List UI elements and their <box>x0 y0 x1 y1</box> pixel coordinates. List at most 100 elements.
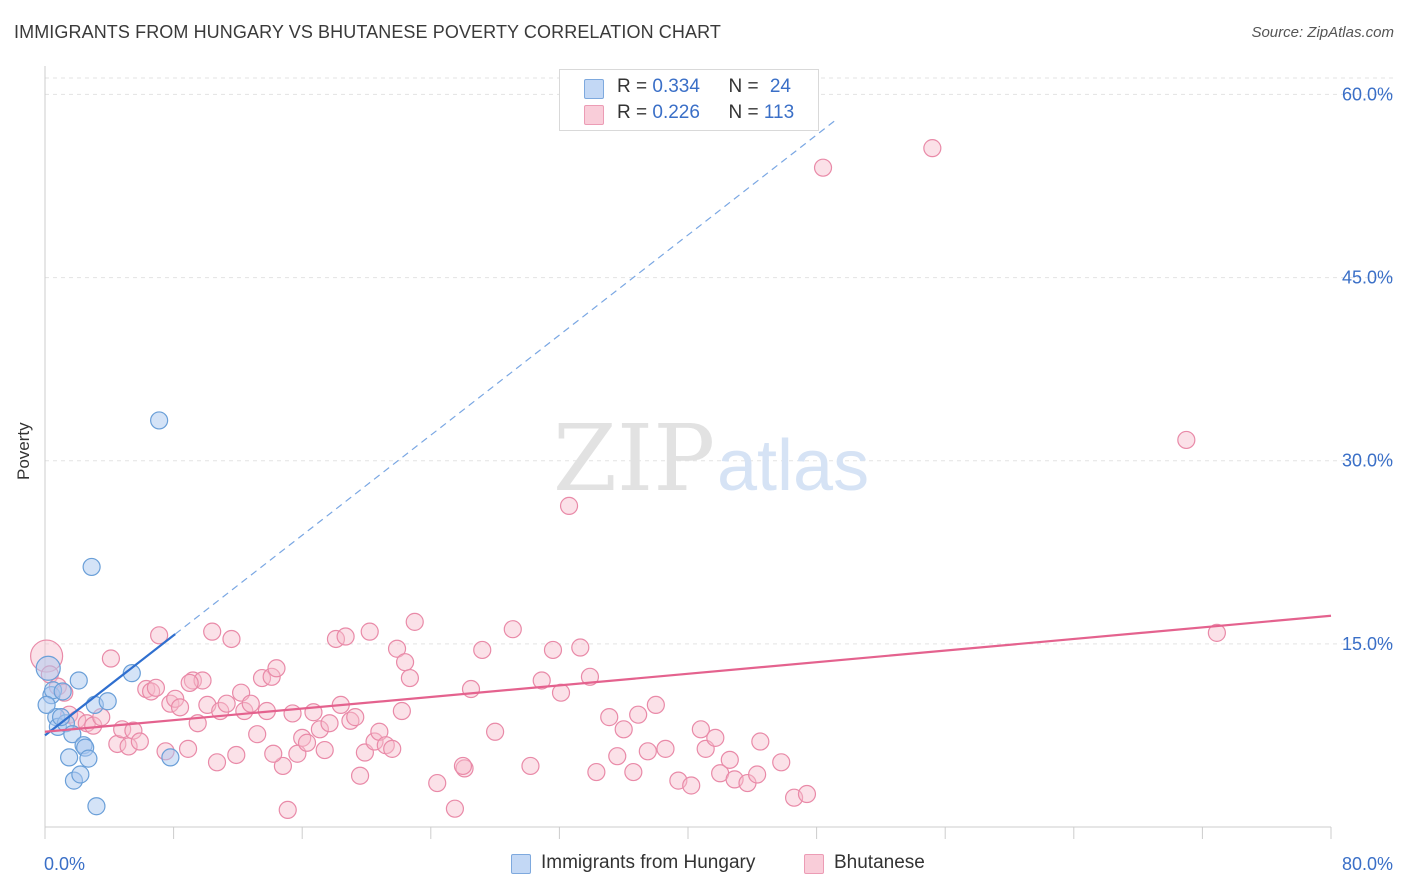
bhutanese-point <box>178 739 198 758</box>
bhutanese-point <box>543 640 563 660</box>
y-tick-label: 15.0% <box>1342 634 1393 654</box>
hungary-point <box>79 749 98 768</box>
bhutanese-point <box>521 756 540 776</box>
legend-n-label: N = <box>728 76 764 97</box>
bhutanese-point <box>486 722 505 741</box>
hungary-trend-extension <box>174 118 838 635</box>
legend-n-value: 113 <box>763 102 795 123</box>
chart-title: IMMIGRANTS FROM HUNGARY VS BHUTANESE POV… <box>14 22 721 42</box>
bhutanese-point <box>400 668 420 688</box>
bhutanese-point <box>624 762 643 782</box>
legend-r-label: R = <box>617 102 653 123</box>
legend-label: Immigrants from Hungary <box>541 852 756 873</box>
y-tick-label: 60.0% <box>1342 84 1393 104</box>
grid-lines <box>45 77 1395 645</box>
bhutanese-point <box>241 694 260 713</box>
bhutanese-point <box>150 626 169 645</box>
bhutanese-point <box>392 701 411 721</box>
bhutanese-point <box>797 784 817 804</box>
legend-r-value: 0.334 <box>652 76 700 97</box>
legend-swatch-blue <box>511 854 531 874</box>
bhutanese-point <box>614 720 633 739</box>
bhutanese-point <box>629 705 648 724</box>
bhutanese-point <box>217 694 236 713</box>
hungary-point <box>87 797 106 816</box>
hungary-point <box>37 695 56 715</box>
series-legend: Immigrants from Hungary Bhutanese <box>0 852 1406 878</box>
bhutanese-point <box>706 728 725 747</box>
y-axis-label: Poverty <box>14 422 33 480</box>
watermark: ZIP atlas <box>553 405 869 512</box>
bhutanese-point <box>273 756 293 776</box>
bhutanese-point <box>227 745 246 765</box>
bhutanese-point <box>813 158 833 177</box>
hungary-point <box>71 765 90 784</box>
bhutanese-point <box>387 639 407 658</box>
bhutanese-point <box>473 640 492 660</box>
y-tick-label: 45.0% <box>1342 268 1393 288</box>
legend-label: Bhutanese <box>834 852 925 873</box>
bhutanese-point <box>137 679 156 699</box>
bhutanese-point <box>124 721 143 740</box>
bhutanese-point <box>383 739 402 758</box>
legend-n-value: 24 <box>769 76 791 97</box>
bhutanese-point <box>638 742 657 761</box>
bhutanese-point <box>503 620 522 639</box>
bhutanese-point <box>315 740 334 760</box>
bhutanese-point <box>278 800 297 820</box>
hungary-point <box>35 655 61 681</box>
bhutanese-point <box>720 750 739 769</box>
bhutanese-point <box>772 753 791 772</box>
bhutanese-point <box>283 704 302 723</box>
bhutanese-point <box>923 139 942 158</box>
bhutanese-point <box>587 762 606 782</box>
y-tick-label: 30.0% <box>1342 451 1393 471</box>
source-label: Source: ZipAtlas.com <box>1251 24 1394 41</box>
tick-labels: 15.0% 30.0% 45.0% 60.0% 0.0% 80.0% <box>44 84 1393 874</box>
legend-swatch-blue <box>584 79 604 99</box>
bhutanese-point <box>101 649 121 668</box>
watermark-zip: ZIP <box>553 405 715 512</box>
x-tick-label: 80.0% <box>1342 854 1393 874</box>
bhutanese-point <box>180 673 199 693</box>
bhutanese-point <box>248 725 267 744</box>
bhutanese-point <box>453 756 473 776</box>
bhutanese-point <box>207 753 227 772</box>
legend-swatch-pink <box>804 854 824 874</box>
bhutanese-point <box>395 653 415 672</box>
bhutanese-point <box>571 638 590 657</box>
bhutanese-point <box>559 496 579 515</box>
bhutanese-point <box>445 799 465 818</box>
hungary-trend-line <box>44 633 176 737</box>
legend-r-label: R = <box>617 76 653 97</box>
hungary-point <box>150 411 169 430</box>
correlation-legend: R = 0.334 N = 24 R = 0.226 N = 113 <box>559 69 819 131</box>
bhutanese-point <box>108 734 127 754</box>
bhutanese-point <box>646 695 665 715</box>
bhutanese-point <box>310 720 329 739</box>
axes <box>44 66 1332 839</box>
hungary-point <box>161 748 180 767</box>
legend-swatch-pink <box>584 105 604 125</box>
bhutanese-point <box>146 678 166 697</box>
bhutanese-point <box>1207 623 1226 642</box>
hungary-point <box>60 748 79 767</box>
bhutanese-point <box>405 612 424 631</box>
bhutanese-point <box>600 708 619 727</box>
bhutanese-point <box>170 698 190 717</box>
bhutanese-point <box>751 732 770 751</box>
bhutanese-point <box>183 671 202 690</box>
bhutanese-point <box>336 627 355 646</box>
bhutanese-point <box>222 629 241 649</box>
hungary-point <box>82 557 101 577</box>
hungary-point <box>69 671 88 690</box>
watermark-atlas: atlas <box>717 426 869 506</box>
bhutanese-point <box>166 689 185 708</box>
bhutanese-point <box>656 739 675 758</box>
x-tick-label: 0.0% <box>44 854 85 874</box>
bhutanese-point <box>262 667 281 686</box>
bhutanese-point <box>1177 430 1196 450</box>
bhutanese-point <box>130 732 149 751</box>
bhutanese-point <box>748 765 767 784</box>
